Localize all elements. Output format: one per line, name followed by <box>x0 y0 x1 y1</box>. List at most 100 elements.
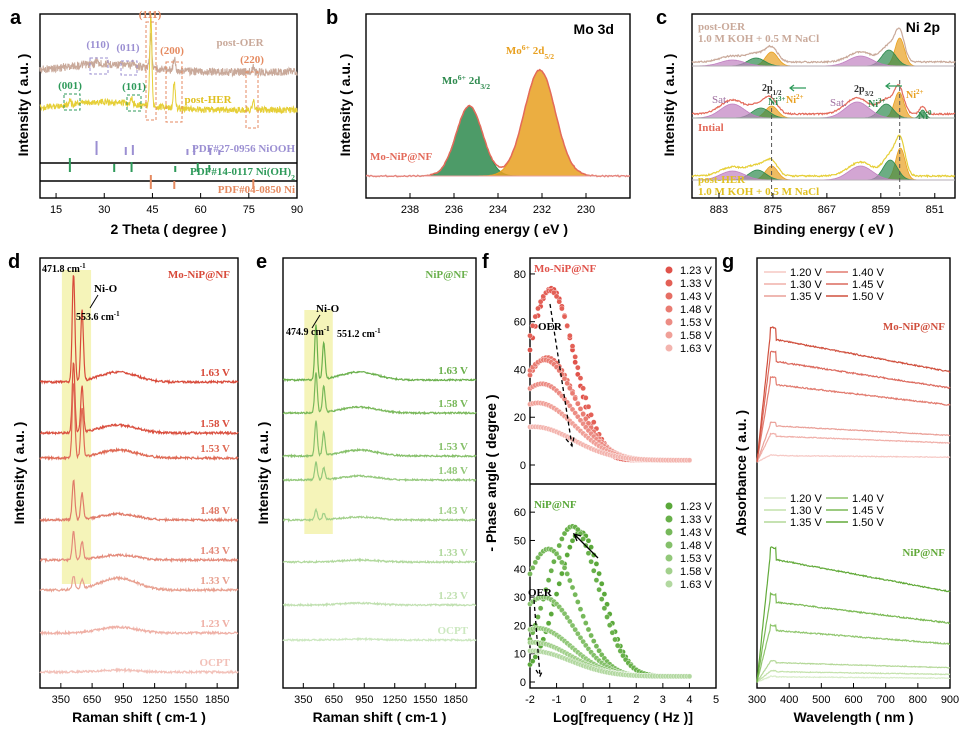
legend-label: 1.58 V <box>680 330 712 342</box>
series-label: post-OER <box>216 37 264 49</box>
spectrum-label: post-OER <box>698 21 746 33</box>
x-tick-label: 867 <box>818 204 836 216</box>
data-point <box>573 592 578 597</box>
data-point <box>618 648 623 653</box>
x-tick-label: 2 <box>633 694 639 706</box>
data-point <box>562 565 567 570</box>
x-tick-label: 238 <box>401 204 419 216</box>
y-axis-label: Intensity ( a.u. ) <box>337 54 353 157</box>
legend-label: 1.53 V <box>680 317 712 329</box>
data-point <box>557 581 562 586</box>
x-tick-label: 1550 <box>174 694 198 706</box>
x-tick-label: 4 <box>686 694 692 706</box>
data-point <box>594 561 599 566</box>
peak-label: (001) <box>58 80 82 92</box>
x-tick-label: 650 <box>325 694 343 706</box>
x-axis-label: 2 Theta ( degree ) <box>111 221 227 237</box>
data-point <box>583 620 588 625</box>
legend-marker <box>666 306 673 313</box>
figure: apost-OERpost-HERPDF#27-0956 NiOOHPDF#14… <box>0 0 963 755</box>
data-point <box>559 571 564 576</box>
potential-label: 1.33 V <box>438 547 468 559</box>
x-tick-label: 45 <box>146 204 158 216</box>
envelope-line <box>692 135 955 176</box>
data-point <box>562 376 567 381</box>
x-tick-label: 851 <box>926 204 944 216</box>
data-point <box>570 344 575 349</box>
peak-box <box>246 72 258 128</box>
x-tick-label: 90 <box>291 204 303 216</box>
x-tick-label: 350 <box>294 694 312 706</box>
data-point <box>559 536 564 541</box>
potential-label: 1.63 V <box>200 367 230 379</box>
data-point <box>527 571 532 576</box>
data-point <box>687 458 692 463</box>
x-tick-label: 300 <box>748 694 766 706</box>
data-point <box>581 614 586 619</box>
x-tick-label: 650 <box>83 694 101 706</box>
potential-label: 1.33 V <box>200 575 230 587</box>
data-point <box>604 614 609 619</box>
x-tick-label: 875 <box>764 204 782 216</box>
x-tick-label: 1850 <box>443 694 467 706</box>
legend-label: 1.48 V <box>680 304 712 316</box>
data-point <box>586 404 591 409</box>
data-point <box>589 559 594 564</box>
spectrum-line <box>283 559 476 563</box>
data-point <box>589 633 594 638</box>
legend-label: 1.33 V <box>680 514 712 526</box>
data-point <box>527 333 532 338</box>
band-pointer <box>90 295 98 308</box>
sample-label: Mo-NiP@NF <box>168 269 230 281</box>
spectrum-label: Intial <box>698 122 724 134</box>
legend-label: 1.33 V <box>680 278 712 290</box>
legend-label: 1.20 V <box>790 493 822 505</box>
sample-label: Mo-NiP@NF <box>370 151 432 163</box>
panel-label: c <box>656 7 667 29</box>
y-axis-label: Intensity ( a.u. ) <box>255 422 271 525</box>
data-point <box>575 365 580 370</box>
data-point <box>565 571 570 576</box>
legend-label: 1.30 V <box>790 505 822 517</box>
data-point <box>583 395 588 400</box>
panel-label: d <box>8 251 20 273</box>
potential-label: 1.43 V <box>438 505 468 517</box>
highlight-band <box>304 310 332 534</box>
potential-label: 1.23 V <box>438 590 468 602</box>
absorbance-line <box>757 676 950 682</box>
potential-label: 1.48 V <box>200 505 230 517</box>
data-point <box>573 354 578 359</box>
data-point <box>610 630 615 635</box>
data-point <box>607 623 612 628</box>
x-tick-label: 1250 <box>142 694 166 706</box>
peak-label: 471.8 cm-1 <box>42 262 86 275</box>
x-tick-label: 1 <box>607 694 613 706</box>
x-tick-label: 950 <box>114 694 132 706</box>
x-axis-label: Raman shift ( cm-1 ) <box>313 709 447 725</box>
peak-label: (111) <box>139 9 162 21</box>
data-point <box>565 381 570 386</box>
band-label: Ni-O <box>316 303 340 315</box>
data-point <box>596 571 601 576</box>
legend-label: 1.35 V <box>790 517 822 529</box>
potential-label: 1.58 V <box>200 418 230 430</box>
x-tick-label: 0 <box>580 694 586 706</box>
x-tick-label: 60 <box>195 204 207 216</box>
data-point <box>591 638 596 643</box>
x-axis-label: Wavelength ( nm ) <box>793 709 913 725</box>
data-point <box>586 538 591 543</box>
x-tick-label: 230 <box>577 204 595 216</box>
y-tick-label: 20 <box>514 620 526 632</box>
legend-label: 1.45 V <box>852 279 884 291</box>
x-tick-label: 600 <box>844 694 862 706</box>
peak-label: Sat. <box>830 97 847 109</box>
x-axis-label: Log[frequency ( Hz )] <box>553 709 693 725</box>
absorbance-line <box>757 455 950 463</box>
potential-label: 1.63 V <box>438 365 468 377</box>
legend-label: 1.53 V <box>680 553 712 565</box>
legend-marker <box>666 581 673 588</box>
y-tick-label: 40 <box>514 364 526 376</box>
legend-label: 1.23 V <box>680 501 712 513</box>
peak-label: (110) <box>86 39 110 51</box>
y-axis-label: Intensity ( a.u. ) <box>15 54 31 157</box>
